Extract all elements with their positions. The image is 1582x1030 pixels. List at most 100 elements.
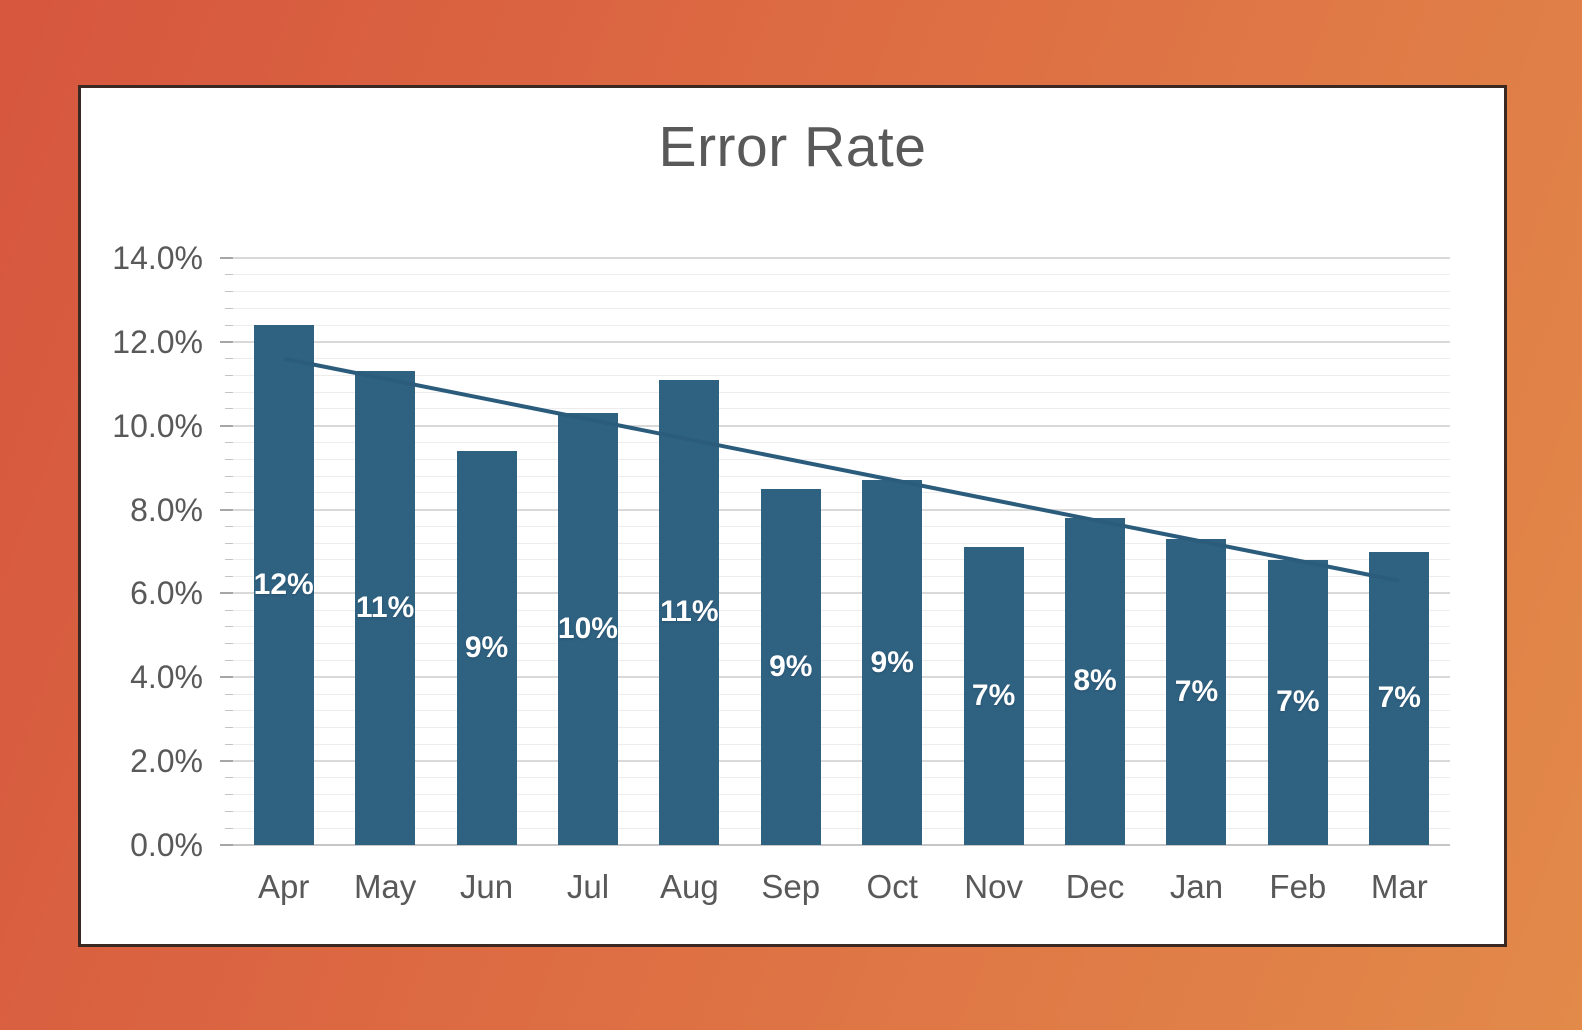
minor-gridline	[233, 727, 1450, 729]
bar-jun[interactable]	[456, 450, 517, 845]
y-tick-label: 10.0%	[112, 407, 203, 444]
minor-gridline	[233, 525, 1450, 527]
y-axis-major-tick	[220, 844, 233, 846]
y-tick-label: 0.0%	[130, 827, 203, 863]
y-tick-label: 4.0%	[130, 659, 203, 696]
x-category-label: Jul	[566, 868, 610, 905]
bar-nov[interactable]	[963, 547, 1024, 845]
bar-mar[interactable]	[1369, 551, 1430, 845]
y-axis-minor-tick	[225, 441, 233, 443]
bar-may[interactable]	[355, 371, 416, 845]
bar-value-label: 7%	[1174, 674, 1219, 708]
bar-value-label: 10%	[557, 612, 618, 646]
y-axis-minor-tick	[225, 794, 233, 796]
y-axis-minor-tick	[225, 391, 233, 393]
chart-title: Error Rate	[658, 115, 927, 179]
y-axis-major-tick	[220, 508, 233, 511]
minor-gridline	[233, 374, 1450, 376]
y-axis-minor-tick	[225, 626, 233, 628]
y-tick-label: 14.0%	[112, 240, 203, 276]
y-axis-minor-tick	[225, 693, 233, 695]
y-axis-minor-tick	[225, 525, 233, 527]
y-tick-label: 12.0%	[112, 323, 203, 360]
y-axis-minor-tick	[225, 475, 233, 477]
minor-gridline	[233, 626, 1450, 628]
major-gridline	[233, 340, 1450, 343]
bar-aug[interactable]	[659, 379, 720, 845]
bar-value-label: 7%	[971, 679, 1016, 713]
minor-gridline	[233, 475, 1450, 477]
y-axis-minor-tick	[225, 542, 233, 544]
y-axis-minor-tick	[225, 810, 233, 812]
x-category-label: May	[353, 868, 417, 905]
x-category-label: Jun	[459, 868, 514, 905]
y-axis-major-tick	[220, 760, 233, 763]
x-category-label: Aug	[660, 868, 719, 905]
major-gridline	[233, 424, 1450, 427]
minor-gridline	[233, 324, 1450, 326]
bar-jan[interactable]	[1166, 538, 1227, 845]
x-category-label: Dec	[1065, 868, 1125, 905]
minor-gridline	[233, 777, 1450, 779]
minor-gridline	[233, 794, 1450, 796]
y-axis-major-tick	[220, 424, 233, 427]
y-tick-label: 6.0%	[130, 575, 203, 612]
y-axis-minor-tick	[225, 777, 233, 779]
y-axis-major-tick	[220, 340, 233, 343]
trendline-layer	[283, 356, 1400, 583]
bar-value-label: 7%	[1276, 685, 1320, 719]
bar-value-label: 8%	[1073, 664, 1117, 698]
minor-gridline	[233, 810, 1450, 812]
y-axis-minor-tick	[225, 374, 233, 376]
bar-sep[interactable]	[760, 488, 821, 845]
bar-value-label: 11%	[660, 595, 719, 629]
y-axis-minor-tick	[225, 291, 233, 293]
minor-gridline	[233, 408, 1450, 410]
y-axis-minor-tick	[225, 660, 233, 661]
y-axis-minor-tick	[225, 710, 233, 712]
x-axis-baseline	[233, 844, 1450, 846]
minor-gridline	[233, 307, 1450, 309]
x-category-label: Sep	[761, 868, 821, 905]
plot-area: 0.0% 2.0% 4.0% 6.0% 8.0% 10.0% 12.0% 14.0% 12% Ap…	[112, 241, 1450, 905]
y-axis-minor-tick	[225, 492, 233, 494]
x-category-label: Oct	[866, 868, 918, 905]
bar-dec[interactable]	[1065, 517, 1126, 845]
minor-gridline	[233, 743, 1450, 745]
minor-gridline	[233, 441, 1450, 443]
major-gridline	[233, 760, 1450, 763]
y-axis-major-tick	[220, 257, 233, 259]
x-category-label: Mar	[1370, 868, 1428, 905]
y-axis-minor-tick	[225, 743, 233, 745]
bar-oct[interactable]	[862, 480, 923, 845]
y-axis-minor-tick	[225, 307, 233, 309]
bar-feb[interactable]	[1267, 559, 1328, 845]
chart-card: Error Rate 0.0% 2.0% 4.0% 6.0% 8.0% 10.0% 12.0…	[78, 85, 1507, 947]
minor-gridline	[233, 542, 1450, 544]
y-tick-label: 8.0%	[130, 491, 203, 528]
y-axis-minor-tick	[225, 643, 233, 645]
y-tick-label: 2.0%	[130, 743, 203, 780]
major-gridline	[233, 592, 1450, 595]
minor-gridline	[233, 710, 1450, 712]
minor-gridline	[233, 291, 1450, 293]
x-category-label: Nov	[964, 868, 1023, 905]
minor-gridline	[233, 609, 1450, 611]
bar-value-label: 7%	[1377, 681, 1421, 715]
minor-gridline	[233, 827, 1450, 829]
minor-gridline	[233, 391, 1450, 393]
trendline[interactable]	[283, 356, 1400, 583]
bar-value-label: 9%	[870, 645, 914, 679]
bar-apr[interactable]	[253, 325, 314, 845]
x-category-label: Apr	[258, 868, 310, 905]
bar-jul[interactable]	[557, 413, 618, 845]
x-category-label: Jan	[1169, 868, 1224, 905]
bar-value-label: 9%	[464, 630, 509, 664]
major-gridline	[233, 676, 1450, 679]
y-axis-minor-tick	[225, 609, 233, 611]
x-category-label: Feb	[1269, 868, 1327, 905]
minor-gridline	[233, 358, 1450, 360]
minor-gridline	[233, 643, 1450, 645]
y-axis-minor-tick	[225, 458, 233, 460]
